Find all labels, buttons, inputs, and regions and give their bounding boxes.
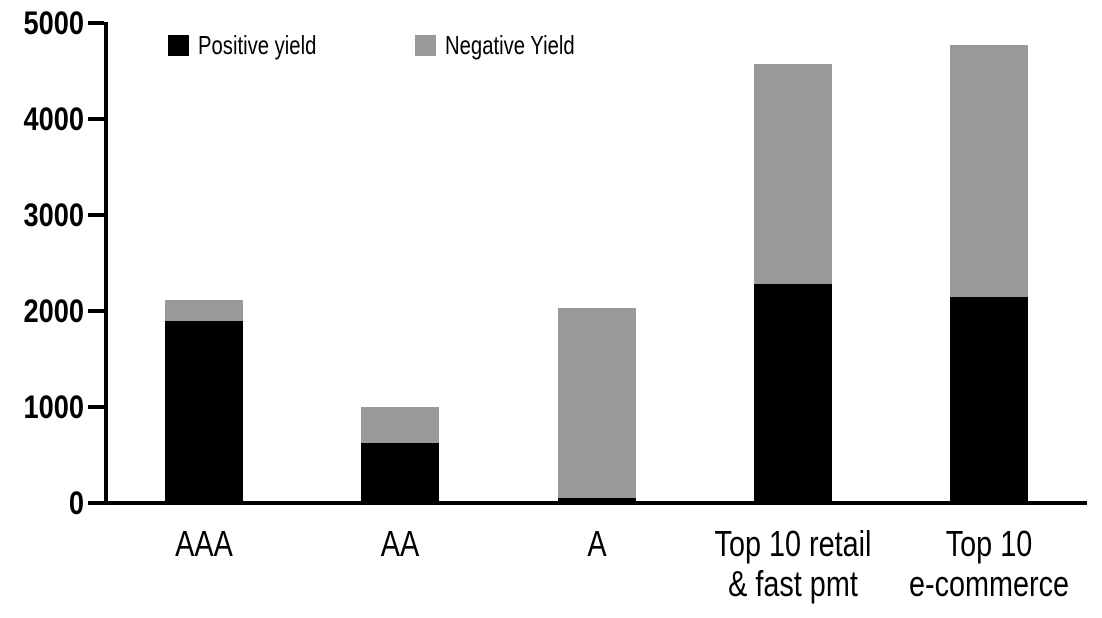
y-axis-tick-label: 5000 <box>23 5 84 41</box>
bar-segment-negative-yield <box>753 64 832 285</box>
bar-segment-negative-yield <box>165 300 244 321</box>
bar-segment-negative-yield <box>949 45 1028 297</box>
legend-swatch-negative-yield <box>415 34 436 56</box>
y-axis-tick-label: 2000 <box>23 293 84 329</box>
x-axis-label-a: A <box>586 523 607 564</box>
y-axis-line <box>104 22 108 505</box>
y-axis-tick-mark <box>88 309 104 313</box>
legend-label-positive-yield: Positive yield <box>198 29 317 60</box>
legend-item-negative-yield: Negative Yield <box>415 30 611 60</box>
y-axis-tick-label: 1000 <box>23 389 84 425</box>
x-axis-label-top-10-e-commerce: Top 10 e-commerce <box>908 523 1069 604</box>
bar-segment-positive-yield <box>361 443 440 503</box>
y-axis-tick-mark <box>88 213 104 217</box>
x-axis-label-aa: AA <box>381 523 420 564</box>
bar-segment-positive-yield <box>949 296 1028 503</box>
y-axis-tick-label: 0 <box>68 485 84 521</box>
bar-segment-positive-yield <box>165 320 244 503</box>
bar-segment-positive-yield <box>753 284 832 503</box>
x-axis-line <box>104 501 1087 505</box>
y-axis-tick-label: 4000 <box>23 101 84 137</box>
y-axis-tick-mark <box>88 21 104 25</box>
bar-segment-positive-yield <box>557 498 636 503</box>
y-axis-tick-label: 3000 <box>23 197 84 233</box>
bar-segment-negative-yield <box>557 308 636 499</box>
bar-segment-negative-yield <box>361 407 440 444</box>
y-axis-tick-mark <box>88 405 104 409</box>
y-axis-tick-mark <box>88 117 104 121</box>
x-axis-label-top-10-retail-fast-pmt: Top 10 retail & fast pmt <box>714 523 872 604</box>
legend-swatch-positive-yield <box>168 34 189 56</box>
x-axis-label-aaa: AAA <box>175 523 233 564</box>
legend-item-positive-yield: Positive yield <box>168 30 350 60</box>
y-axis-tick-mark <box>88 501 104 505</box>
legend-label-negative-yield: Negative Yield <box>445 29 575 60</box>
